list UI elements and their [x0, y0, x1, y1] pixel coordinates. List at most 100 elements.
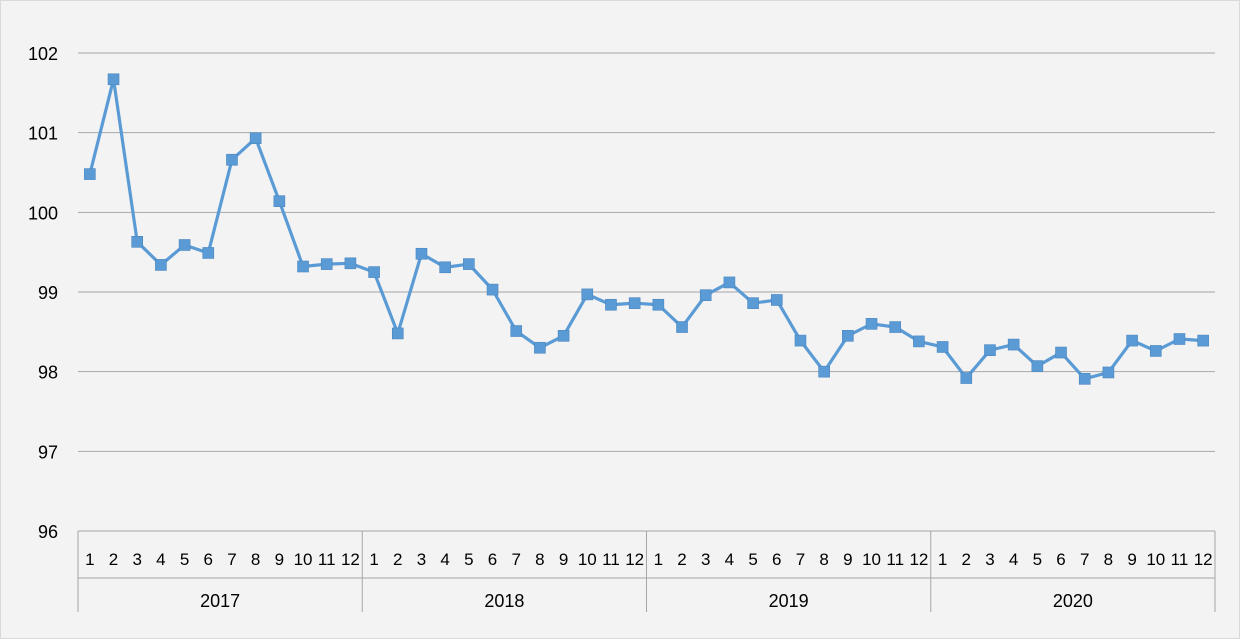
x-tick-label-month: 2	[677, 550, 686, 569]
data-point	[1102, 366, 1115, 379]
data-point	[581, 288, 594, 301]
x-tick-label-month: 4	[725, 550, 734, 569]
data-point	[652, 298, 665, 311]
x-tick-label-month: 6	[488, 550, 497, 569]
x-tick-label-month: 1	[938, 550, 947, 569]
x-tick-label-month: 7	[227, 550, 236, 569]
x-tick-label-month: 2	[962, 550, 971, 569]
x-tick-label-month: 7	[1080, 550, 1089, 569]
data-point	[747, 297, 759, 309]
data-point	[439, 261, 451, 274]
data-point	[628, 297, 641, 309]
x-tick-label-month: 4	[1009, 550, 1018, 569]
x-tick-label-month: 12	[625, 550, 644, 569]
x-tick-label-year: 2017	[200, 591, 240, 611]
x-tick-label-month: 9	[1127, 550, 1136, 569]
data-point	[676, 321, 688, 333]
x-tick-label-month: 2	[109, 550, 118, 569]
data-point	[842, 330, 854, 342]
y-tick-label: 99	[38, 283, 58, 303]
data-point	[107, 73, 120, 86]
data-point	[273, 195, 286, 207]
x-tick-label-month: 6	[204, 550, 213, 569]
x-tick-label-month: 10	[1146, 550, 1165, 569]
data-series	[84, 73, 1209, 385]
data-point	[984, 344, 996, 356]
x-tick-label-month: 12	[909, 550, 928, 569]
data-point	[297, 260, 309, 273]
x-tick-label-month: 11	[886, 550, 904, 569]
data-point	[605, 298, 617, 311]
data-point	[391, 327, 404, 340]
data-point	[936, 341, 949, 353]
y-tick-label: 101	[28, 124, 58, 144]
x-tick-label-month: 12	[1194, 550, 1213, 569]
data-point	[889, 321, 902, 333]
x-tick-label-month: 12	[341, 550, 360, 569]
data-point	[534, 341, 546, 354]
y-tick-label: 102	[28, 44, 58, 64]
x-tick-label-year: 2019	[769, 591, 809, 611]
x-tick-label-month: 1	[654, 550, 663, 569]
x-tick-label-month: 11	[602, 550, 620, 569]
y-tick-label: 98	[38, 363, 58, 383]
x-tick-label-month: 6	[772, 550, 781, 569]
x-tick-label-month: 8	[1104, 550, 1113, 569]
data-point	[1078, 373, 1091, 385]
gridlines	[78, 52, 1215, 452]
x-tick-label-year: 2020	[1053, 591, 1093, 611]
data-point	[1055, 346, 1067, 359]
data-point	[794, 334, 807, 347]
data-point	[1149, 345, 1162, 357]
data-point	[865, 318, 878, 330]
x-tick-label-month: 8	[819, 550, 828, 569]
data-point	[960, 372, 973, 384]
x-tick-label-month: 5	[1033, 550, 1042, 569]
x-tick-label-month: 1	[369, 550, 378, 569]
x-tick-label-month: 7	[511, 550, 520, 569]
x-tick-label-month: 6	[1056, 550, 1065, 569]
data-point	[818, 365, 830, 378]
data-point	[913, 335, 925, 348]
x-tick-label-month: 11	[318, 550, 336, 569]
data-point	[226, 153, 238, 166]
x-tick-label-month: 9	[843, 550, 852, 569]
data-point	[486, 283, 499, 296]
x-tick-label-month: 1	[85, 550, 94, 569]
data-point	[84, 168, 96, 180]
data-point	[344, 257, 357, 270]
x-tick-label-month: 2	[393, 550, 402, 569]
x-tick-label-month: 7	[796, 550, 805, 569]
x-tick-label-month: 5	[748, 550, 757, 569]
x-tick-label-month: 8	[251, 550, 260, 569]
data-point	[1031, 360, 1044, 372]
x-tick-label-month: 3	[132, 550, 141, 569]
data-point	[131, 236, 144, 248]
data-point	[1126, 334, 1138, 347]
x-tick-label-month: 3	[701, 550, 710, 569]
x-tick-label-month: 9	[559, 550, 568, 569]
x-tick-label-month: 4	[440, 550, 449, 569]
x-tick-label-month: 4	[156, 550, 165, 569]
data-point	[1173, 333, 1186, 345]
data-point	[249, 132, 262, 145]
data-point	[770, 294, 783, 306]
data-point	[155, 259, 167, 271]
x-tick-label-month: 8	[535, 550, 544, 569]
data-point	[320, 258, 333, 270]
x-tick-label-month: 5	[464, 550, 473, 569]
y-axis-tick-labels: 96 97 98 99 100 101 102	[28, 44, 58, 542]
y-tick-label: 96	[38, 522, 58, 542]
x-axis: 1 2 3 4 5 6 7 8 9 10 11 12 1 2 3 4 5 6 7 8 9 10 11 12 1 2 3 4 5 6 7 8 9 1…	[77, 530, 1216, 612]
y-tick-label: 97	[38, 442, 58, 462]
x-tick-label-month: 10	[294, 550, 313, 569]
data-point	[510, 325, 523, 337]
x-tick-label-month: 3	[417, 550, 426, 569]
data-point	[178, 239, 191, 251]
x-tick-label-month: 10	[862, 550, 881, 569]
data-point	[463, 258, 475, 270]
data-point	[415, 247, 428, 260]
x-tick-label-month: 5	[180, 550, 189, 569]
data-point	[723, 276, 736, 289]
